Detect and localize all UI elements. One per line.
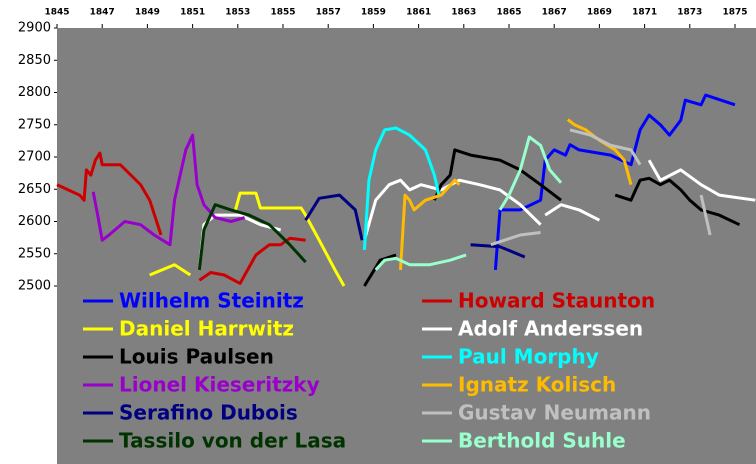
x-tick-label: 1867: [542, 8, 567, 18]
legend-label: Paul Morphy: [458, 345, 599, 369]
legend-label: Ignatz Kolisch: [458, 373, 616, 397]
lines: [56, 93, 756, 287]
series-line: [197, 203, 307, 271]
series-line: [91, 133, 246, 247]
legend-label: Berthold Suhle: [458, 429, 626, 453]
legend: Wilhelm Steinitz Howard Staunton Daniel Ha…: [83, 289, 655, 453]
series-line: [149, 191, 346, 287]
series-line: [493, 93, 736, 271]
y-tick-label: 2600: [18, 214, 51, 229]
y-tick-label: 2550: [18, 246, 51, 261]
legend-label: Howard Staunton: [458, 289, 655, 313]
series-line: [304, 193, 526, 259]
y-tick-label: 2500: [18, 279, 51, 294]
legend-label: Daniel Harrwitz: [119, 317, 294, 341]
legend-label: Adolf Anderssen: [458, 317, 643, 341]
series-line: [374, 135, 563, 271]
plot-area: [57, 28, 756, 464]
y-tick-label: 2900: [18, 21, 51, 36]
x-tick-label: 1853: [225, 8, 250, 18]
x-tick-label: 1863: [451, 8, 476, 18]
x-tick-label: 1847: [90, 8, 115, 18]
x-tick-label: 1845: [44, 8, 69, 18]
x-tick-label: 1857: [316, 8, 341, 18]
y-tick-label: 2650: [18, 182, 51, 197]
y-tick-label: 2750: [18, 117, 51, 132]
x-tick-label: 1861: [406, 8, 431, 18]
x-tick-label: 1873: [677, 8, 702, 18]
series-line: [197, 159, 756, 271]
x-tick-label: 1849: [135, 8, 160, 18]
series-line: [490, 128, 712, 247]
series-line: [362, 126, 441, 250]
x-tick-label: 1875: [722, 8, 747, 18]
y-tick-label: 2700: [18, 150, 51, 165]
legend-label: Wilhelm Steinitz: [119, 289, 304, 313]
x-tick-label: 1855: [270, 8, 295, 18]
legend-label: Serafino Dubois: [119, 401, 298, 425]
y-tick-label: 2800: [18, 85, 51, 100]
legend-label: Louis Paulsen: [119, 345, 274, 369]
x-tick-label: 1851: [180, 8, 205, 18]
x-tick-label: 1871: [632, 8, 657, 18]
legend-label: Gustav Neumann: [458, 401, 651, 425]
legend-label: Tassilo von der Lasa: [119, 429, 346, 453]
x-tick-label: 1865: [496, 8, 521, 18]
legend-label: Lionel Kieseritzky: [119, 373, 320, 397]
x-tick-label: 1859: [361, 8, 386, 18]
x-tick-label: 1869: [587, 8, 612, 18]
y-tick-label: 2850: [18, 53, 51, 68]
